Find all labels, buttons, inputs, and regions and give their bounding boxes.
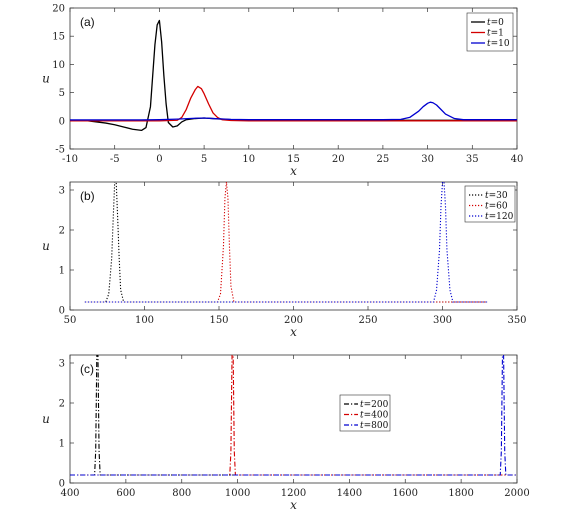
- x-tick-label: 150: [209, 315, 228, 326]
- panel-3: 400 600 800 1000 1200 1400 1600 1800 2000 0 1 2 3 x u (…: [42, 354, 530, 512]
- x-tick-label: 40: [511, 154, 524, 165]
- x-tick-label: 600: [116, 488, 135, 499]
- legend-entry: t=30: [485, 191, 508, 201]
- x-tick-label: 50: [64, 315, 77, 326]
- x-tick-label: 15: [287, 154, 300, 165]
- legend-box: [339, 394, 391, 432]
- x-tick-label: 300: [433, 315, 452, 326]
- series-line-t-800: [70, 355, 517, 476]
- x-tick-label: 1800: [448, 488, 473, 499]
- y-tick-label: -5: [55, 145, 65, 156]
- x-tick-label: 30: [421, 154, 434, 165]
- legend-entry: t=10: [487, 39, 510, 49]
- legend: t=30t=60t=120: [464, 185, 516, 223]
- x-tick-label: -5: [110, 154, 120, 165]
- x-tick-label: 25: [377, 154, 390, 165]
- legend-box: [464, 185, 516, 223]
- y-tick-label: 2: [59, 399, 65, 410]
- series-line-t-1: [70, 85, 517, 122]
- series-line-t-400: [70, 355, 517, 476]
- x-tick-label: 1400: [337, 488, 362, 499]
- x-tick-label: 20: [332, 154, 345, 165]
- legend-entry: t=60: [485, 202, 508, 212]
- legend: t=0t=1t=10: [466, 12, 514, 52]
- x-tick-label: 35: [466, 154, 479, 165]
- series-line-t-10: [70, 101, 517, 121]
- x-tick-label: 100: [135, 315, 154, 326]
- legend-entry: t=800: [360, 421, 389, 431]
- x-tick-label: 800: [172, 488, 191, 499]
- y-tick-label: 5: [59, 88, 65, 99]
- legend-entry: t=400: [360, 411, 389, 421]
- y-axis-label: u: [42, 239, 50, 253]
- y-tick-label: 20: [52, 4, 65, 15]
- x-tick-label: 350: [507, 315, 526, 326]
- y-tick-label: 0: [59, 116, 65, 127]
- series-line-t-60: [84, 182, 488, 303]
- y-tick-label: 3: [59, 359, 65, 370]
- series-line-t-200: [70, 355, 517, 476]
- legend-entry: t=200: [360, 400, 389, 410]
- y-axis-label: u: [42, 412, 50, 426]
- panel-label: (b): [80, 189, 95, 203]
- x-tick-label: 400: [60, 488, 79, 499]
- x-tick-label: 1000: [225, 488, 250, 499]
- y-axis-label: u: [42, 72, 50, 86]
- x-tick-label: 10: [242, 154, 255, 165]
- y-tick-label: 0: [59, 479, 65, 490]
- panel-label: (a): [80, 15, 95, 29]
- y-tick-label: 0: [59, 306, 65, 317]
- y-tick-label: 15: [52, 32, 65, 43]
- y-tick-label: 3: [59, 186, 65, 197]
- legend-entry: t=0: [487, 18, 504, 28]
- x-axis-label: x: [290, 325, 297, 339]
- x-tick-label: 200: [284, 315, 303, 326]
- legend-entry: t=1: [487, 29, 504, 39]
- y-tick-label: 2: [59, 226, 65, 237]
- legend-entry: t=120: [485, 212, 514, 222]
- x-tick-label: 2000: [504, 488, 529, 499]
- y-tick-label: 10: [52, 60, 65, 71]
- x-tick-label: 1200: [281, 488, 306, 499]
- panel-2: 50 100 150 200 250 300 350 0 1 2 3 x u (b) t=30t=60t=1…: [42, 181, 527, 339]
- x-tick-label: -10: [62, 154, 78, 165]
- x-tick-label: 0: [156, 154, 162, 165]
- series-line-t-30: [84, 182, 488, 303]
- x-axis-label: x: [290, 164, 297, 178]
- x-tick-label: 250: [358, 315, 377, 326]
- x-tick-label: 5: [201, 154, 207, 165]
- x-tick-label: 1600: [393, 488, 418, 499]
- panel-label: (c): [80, 362, 94, 376]
- y-tick-label: 1: [59, 266, 65, 277]
- x-axis-label: x: [290, 498, 297, 512]
- y-tick-label: 1: [59, 439, 65, 450]
